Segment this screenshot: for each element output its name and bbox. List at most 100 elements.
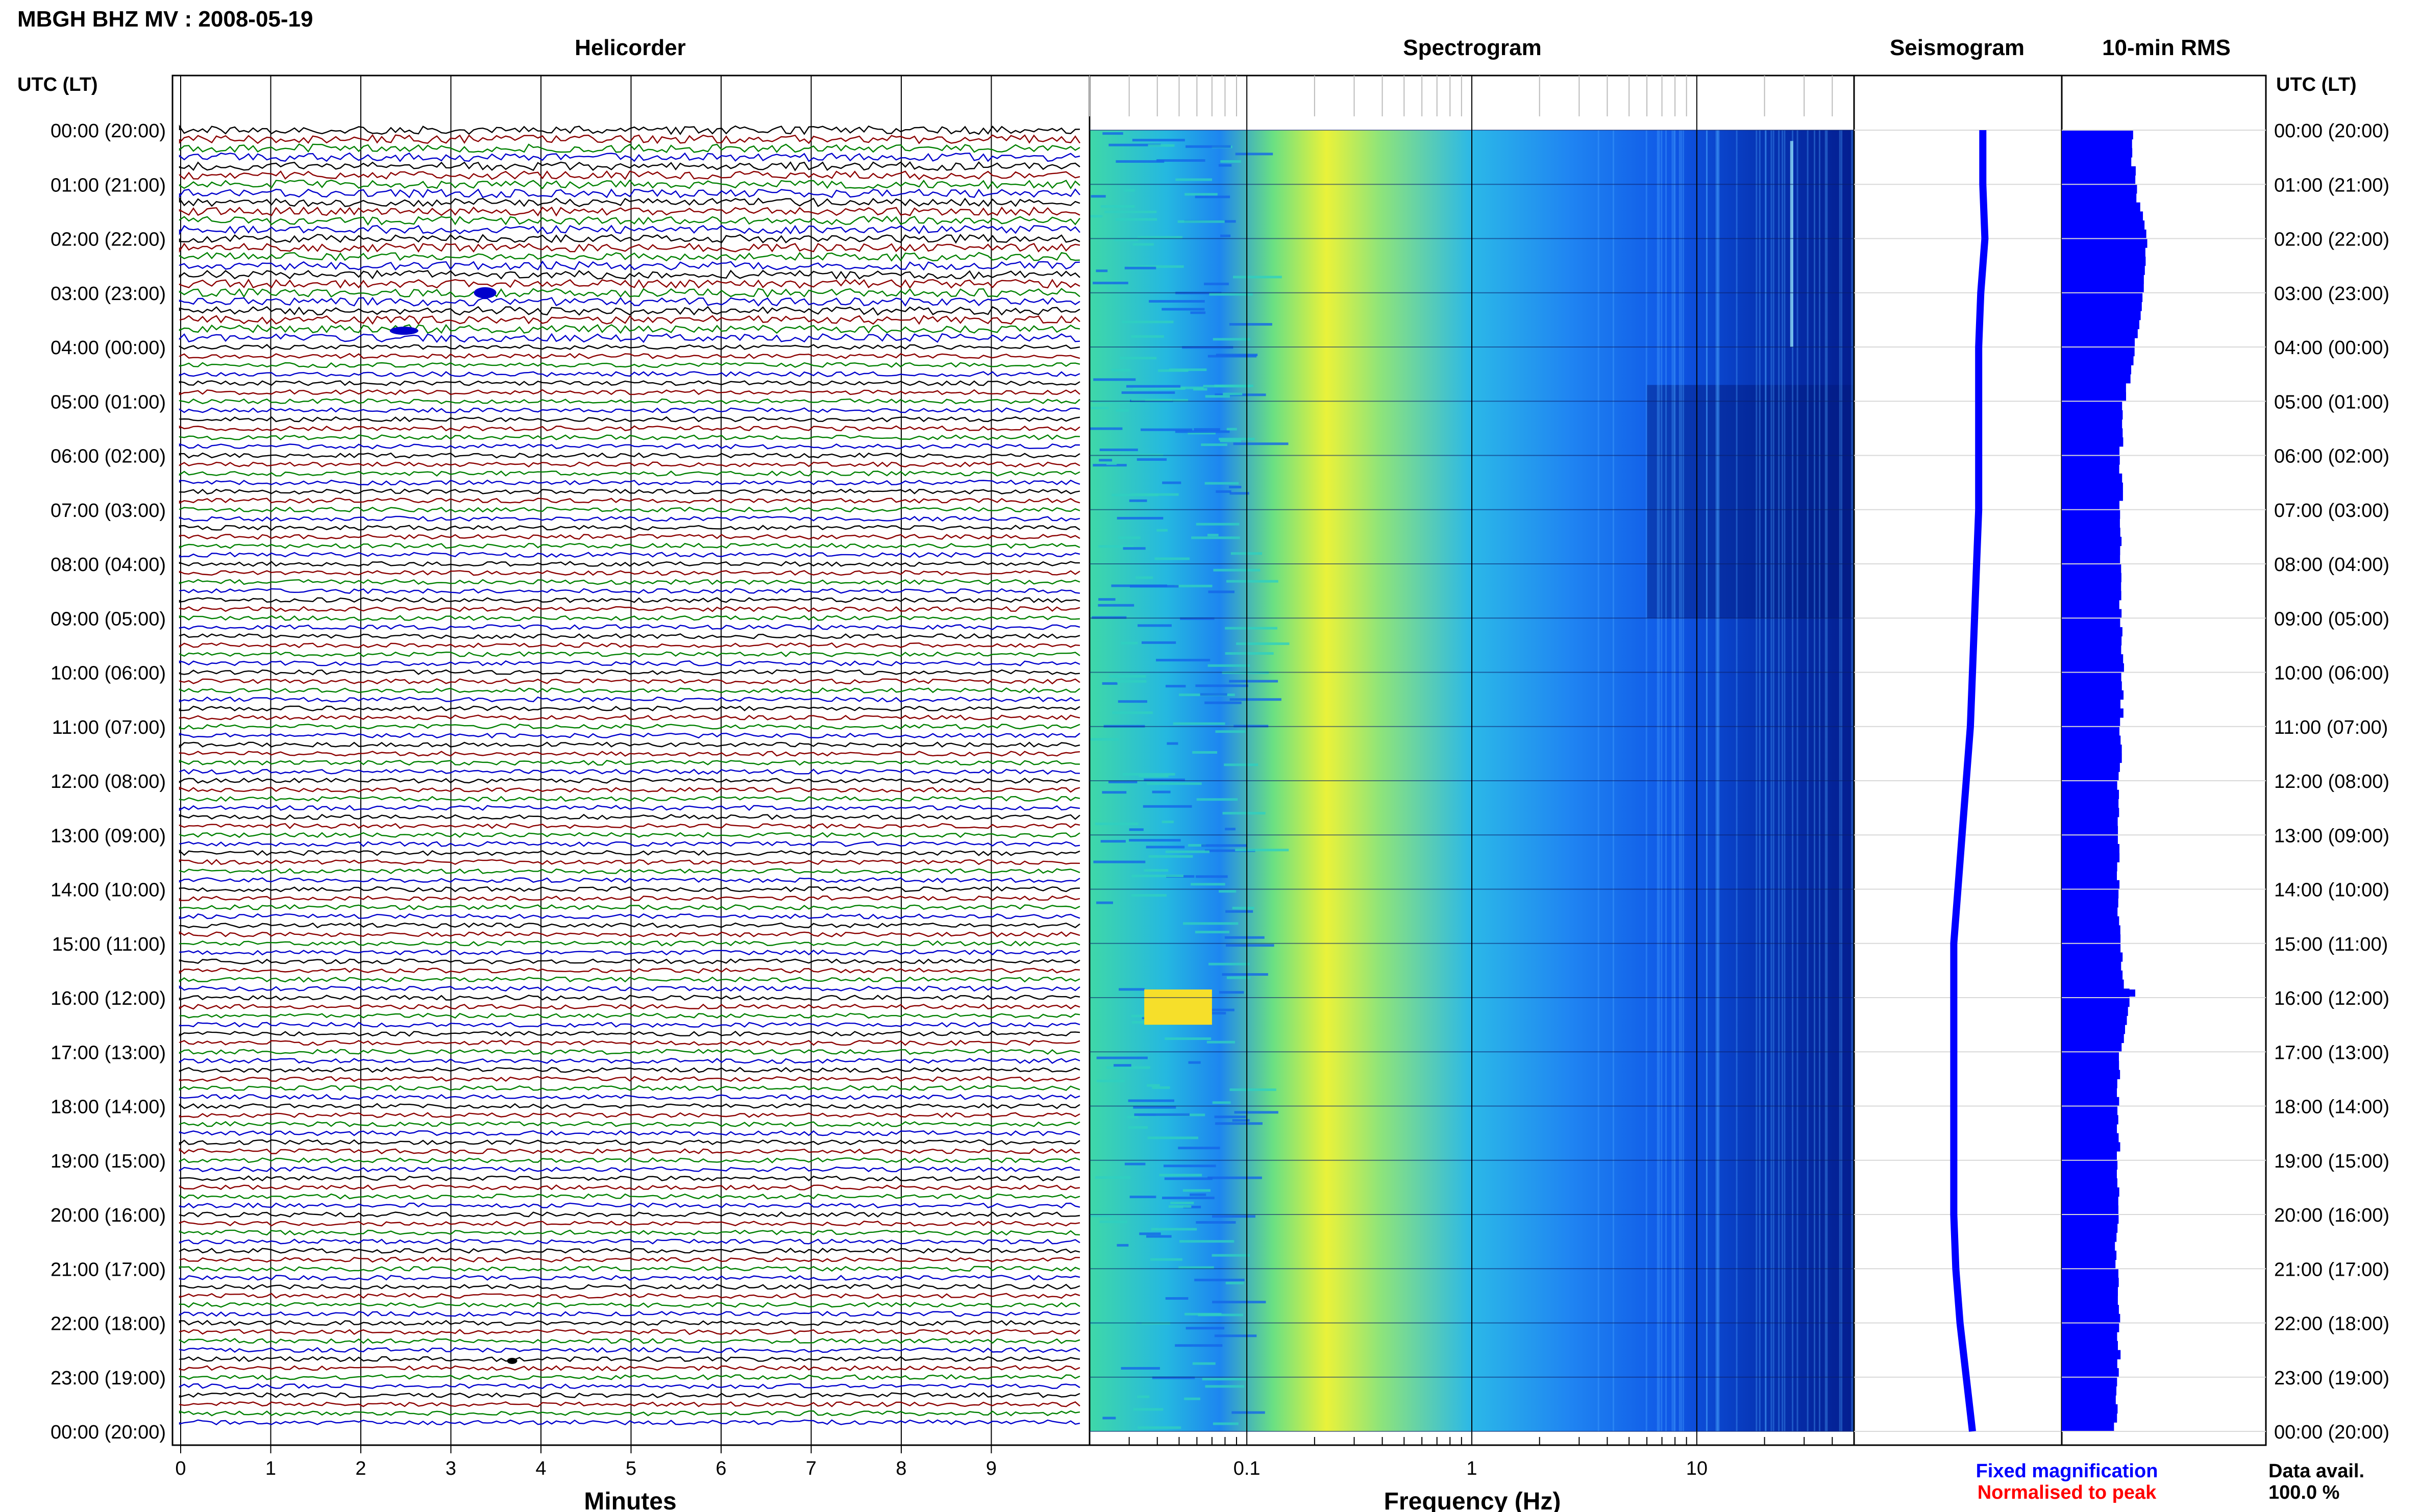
- helicorder-trace: [179, 678, 1080, 685]
- rms-bar: [2062, 1404, 2118, 1414]
- spectrogram-speckle: [1090, 427, 1123, 430]
- helicorder-trace: [179, 206, 1080, 217]
- rms-bar: [2062, 735, 2121, 745]
- spectrogram-speckle: [1206, 1040, 1236, 1044]
- spectrogram-speckle: [1137, 458, 1167, 461]
- time-tick-label-left: 21:00 (17:00): [51, 1259, 166, 1280]
- data-availability-label: Data avail.: [2268, 1460, 2364, 1482]
- helicorder-trace: [179, 398, 1080, 405]
- rms-bar: [2062, 238, 2148, 248]
- rms-bar: [2062, 889, 2119, 899]
- spectrogram-speckle: [1146, 846, 1185, 849]
- time-tick-label-right: 20:00 (16:00): [2274, 1205, 2389, 1226]
- spectrogram-speckle: [1117, 1244, 1129, 1247]
- rms-bar: [2062, 645, 2121, 655]
- helicorder-trace: [179, 886, 1080, 893]
- rms-bar: [2062, 952, 2123, 962]
- time-tick-label-left: 18:00 (14:00): [51, 1097, 166, 1118]
- rms-bar: [2062, 880, 2120, 889]
- spectrogram-speckle: [1179, 1240, 1235, 1243]
- rms-bar: [2062, 284, 2144, 293]
- spectrogram-speckle: [1096, 269, 1108, 272]
- helicorder-x-tick-label: 3: [446, 1458, 456, 1479]
- rms-bar: [2062, 302, 2142, 311]
- spectrogram-speckle: [1207, 534, 1219, 537]
- spectrogram-speckle: [1162, 308, 1205, 311]
- time-tick-label-right: 12:00 (08:00): [2274, 771, 2389, 792]
- helicorder-trace: [179, 1302, 1080, 1308]
- spectrogram-speckle: [1229, 323, 1272, 326]
- helicorder-trace: [179, 642, 1080, 649]
- rms-bar: [2062, 220, 2145, 230]
- rms-bar: [2062, 1368, 2119, 1378]
- helicorder-trace: [179, 443, 1080, 450]
- helicorder-trace: [179, 1275, 1080, 1281]
- spectrogram-speckle: [1112, 711, 1153, 714]
- spectrogram-x-tick-label: 0.1: [1233, 1458, 1261, 1479]
- rms-bar: [2062, 934, 2121, 944]
- helicorder-trace: [179, 170, 1080, 180]
- spectrogram-speckle: [1165, 850, 1210, 853]
- spectrogram-speckle: [1222, 812, 1266, 815]
- helicorder-trace: [179, 389, 1080, 395]
- spectrogram-speckle: [1169, 368, 1207, 371]
- spectrogram-speckle: [1122, 773, 1175, 776]
- spectrogram-speckle: [1205, 1385, 1245, 1388]
- rms-bar: [2062, 464, 2119, 474]
- time-tick-label-left: 22:00 (18:00): [51, 1313, 166, 1335]
- spectrogram-speckle: [1168, 1205, 1192, 1208]
- spectrogram-speckle: [1102, 132, 1123, 135]
- rms-bar: [2062, 1178, 2117, 1188]
- rms-bar: [2062, 1305, 2119, 1315]
- spectrogram-speckle: [1208, 962, 1250, 965]
- rms-bar: [2062, 139, 2132, 148]
- rms-bar: [2062, 1350, 2121, 1359]
- rms-bar: [2062, 1286, 2118, 1296]
- helicorder-trace: [179, 542, 1080, 549]
- helicorder-trace: [179, 561, 1080, 567]
- spectrogram-speckle: [1164, 1177, 1213, 1180]
- rms-bar: [2062, 419, 2122, 429]
- helicorder-trace: [179, 1293, 1080, 1299]
- spectrogram-speckle: [1093, 464, 1127, 467]
- rms-bar: [2062, 1250, 2117, 1260]
- spectrogram-speckle: [1093, 282, 1128, 285]
- helicorder-trace: [179, 1383, 1080, 1390]
- helicorder-trace: [179, 958, 1080, 964]
- spectrogram-speckle: [1207, 1176, 1262, 1179]
- helicorder-trace: [179, 1221, 1080, 1227]
- rms-bar: [2062, 518, 2120, 528]
- helicorder-x-tick-label: 7: [806, 1458, 817, 1479]
- helicorder-trace: [179, 1094, 1080, 1100]
- spectrogram-speckle: [1141, 428, 1193, 431]
- helicorder-trace: [179, 796, 1080, 802]
- rms-bar: [2062, 292, 2143, 302]
- spectrogram-speckle: [1146, 1235, 1172, 1238]
- spectrogram-speckle: [1233, 276, 1282, 279]
- rms-bar: [2062, 609, 2122, 618]
- time-axis-right: 00:00 (20:00) 01:00 (21:00) 02:00 (22:00) 0…: [2274, 120, 2389, 1443]
- spectrogram-speckle: [1165, 685, 1186, 688]
- rms-bar: [2062, 1079, 2117, 1088]
- helicorder-trace: [179, 1121, 1080, 1127]
- data-availability-value: 100.0 %: [2268, 1482, 2339, 1503]
- spectrogram-speckle: [1121, 641, 1138, 645]
- spectrogram-speckle: [1175, 1344, 1223, 1347]
- rms-bar: [2062, 1097, 2119, 1106]
- rms-bar: [2062, 1060, 2119, 1071]
- spectrogram-speckle: [1092, 400, 1141, 403]
- spectrogram-speckle: [1123, 547, 1146, 550]
- helicorder-trace: [179, 877, 1080, 883]
- helicorder-trace: [179, 1076, 1080, 1082]
- helicorder-x-tick-label: 0: [175, 1458, 186, 1479]
- spectrogram-speckle: [1216, 354, 1258, 357]
- spectrogram-speckle: [1152, 790, 1171, 794]
- rms-bar: [2062, 1033, 2124, 1044]
- rms-bar: [2062, 1341, 2118, 1351]
- helicorder-trace: [179, 362, 1080, 368]
- spectrogram-speckle: [1159, 1174, 1202, 1177]
- helicorder-trace: [179, 579, 1080, 585]
- helicorder-trace: [179, 588, 1080, 594]
- time-tick-label-left: 04:00 (00:00): [51, 337, 166, 359]
- spectrogram-speckle: [1184, 193, 1218, 196]
